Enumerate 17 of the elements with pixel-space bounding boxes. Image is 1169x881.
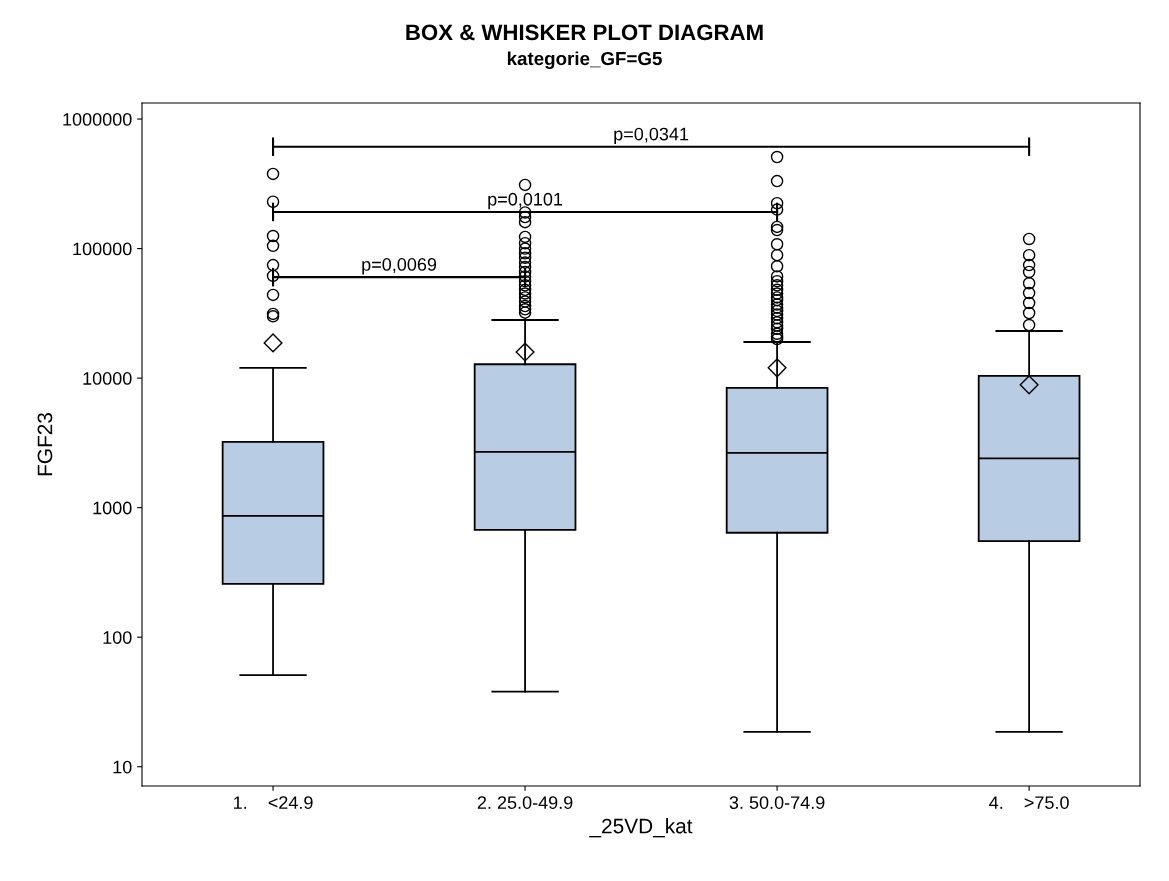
y-tick-label: 100000	[73, 242, 132, 256]
x-tick-label: 2. 25.0-49.9	[477, 796, 573, 809]
y-tick-label: 1000	[93, 501, 132, 515]
y-tick-label: 1000000	[63, 112, 132, 126]
chart-subtitle: kategorie_GF=G5	[507, 51, 662, 69]
y-tick-label: 100	[103, 631, 132, 644]
x-tick-label: 1. <24.9	[234, 796, 313, 809]
y-axis-title: FGF23	[37, 413, 53, 476]
x-axis-title: _25VD_kat	[589, 818, 693, 838]
annotation: p=0,0341	[614, 127, 689, 144]
x-tick-label: 4. >75.0	[989, 796, 1069, 809]
annotation: p=0,0069	[362, 258, 437, 275]
chart-title: BOX & WHISKER PLOT DIAGRAM	[406, 24, 763, 41]
x-tick-label: 3. 50.0-74.9	[729, 796, 825, 809]
y-tick-label: 10000	[83, 372, 132, 385]
y-tick-label: 10	[113, 760, 132, 774]
annotation: p=0,0101	[488, 192, 563, 210]
